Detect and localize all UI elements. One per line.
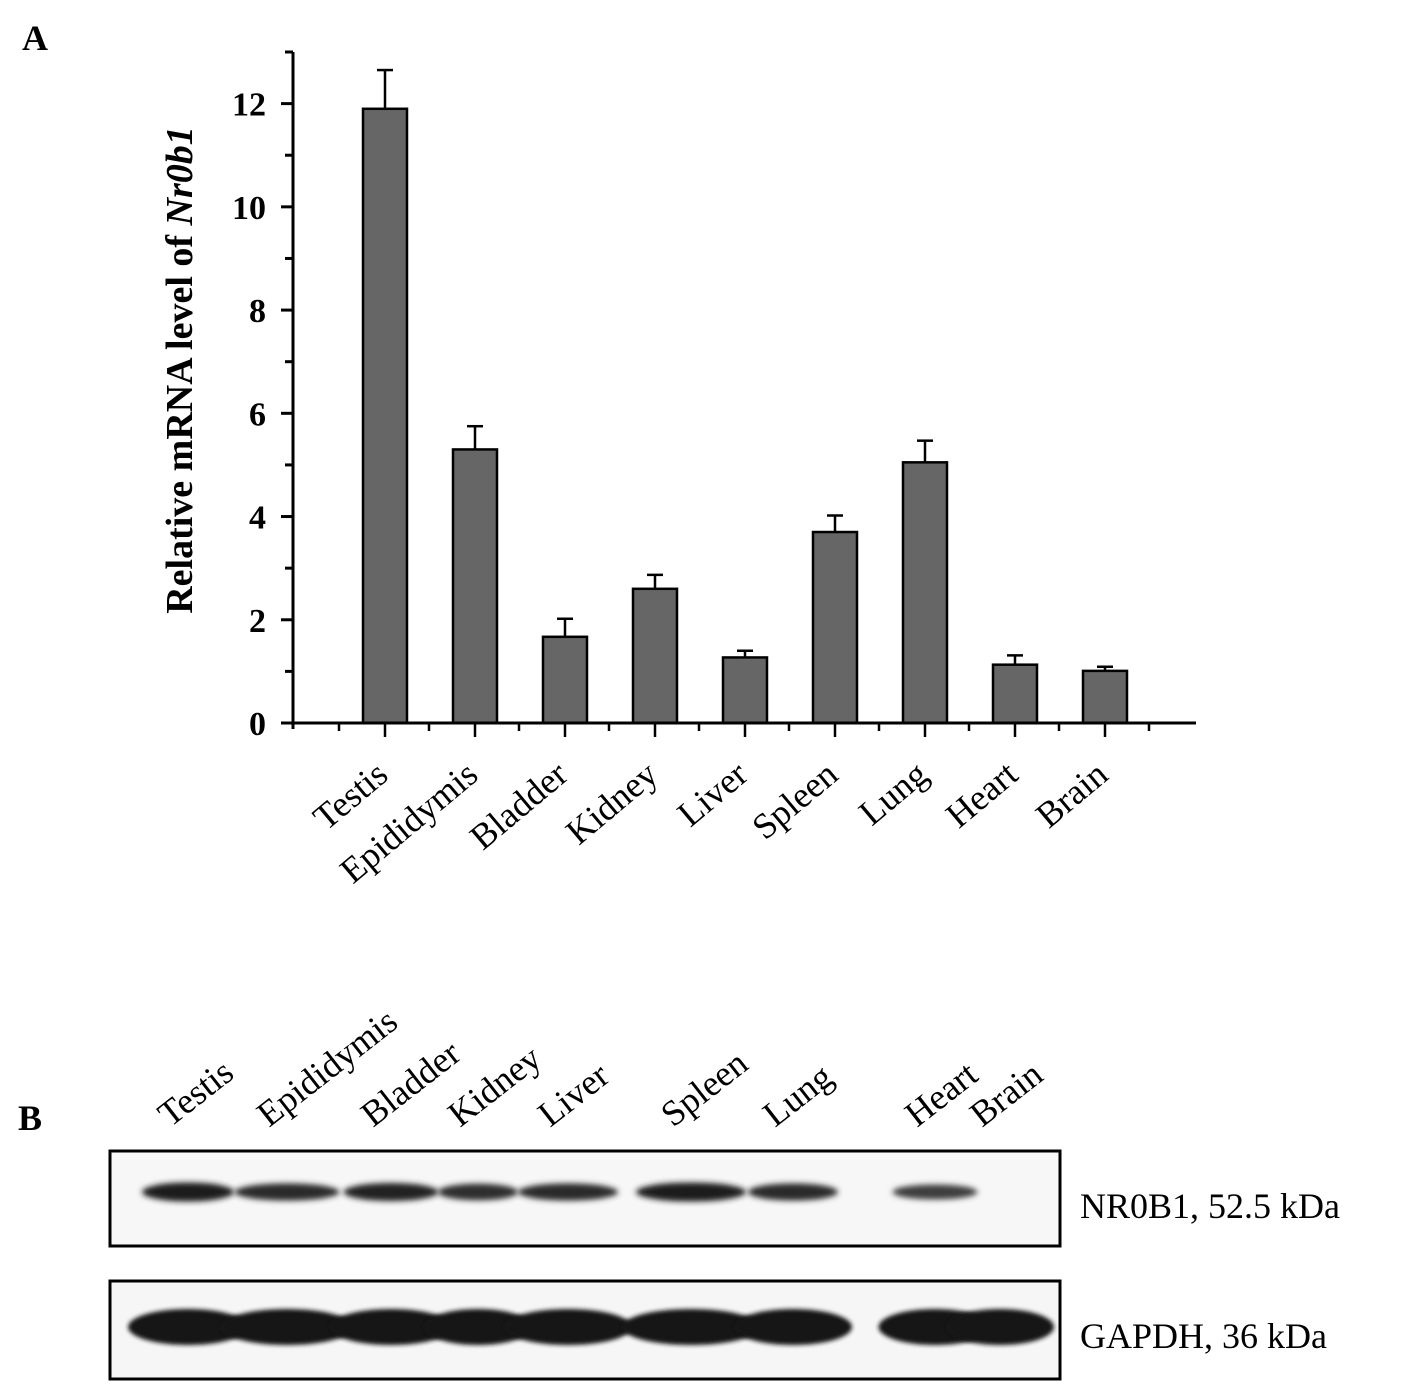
band-nr0b1-spleen bbox=[636, 1182, 746, 1202]
band-gapdh-bladder bbox=[329, 1309, 453, 1345]
y-tick-label-4: 4 bbox=[249, 500, 266, 537]
category-label-liver: Liver bbox=[670, 753, 755, 834]
y-tick-label-8: 8 bbox=[249, 293, 266, 330]
y-axis-title-gene: Nr0b1 bbox=[159, 126, 201, 226]
band-nr0b1-epididymis bbox=[234, 1183, 340, 1201]
bars bbox=[361, 107, 1129, 725]
band-gapdh-lung bbox=[734, 1309, 852, 1345]
band-nr0b1-testis bbox=[142, 1182, 234, 1202]
band-gapdh-brain bbox=[946, 1309, 1054, 1345]
blot-label-gapdh: GAPDH, 36 kDa bbox=[1080, 1316, 1327, 1356]
error-bars bbox=[377, 68, 1113, 671]
band-nr0b1-lung bbox=[748, 1183, 838, 1201]
band-gapdh-testis bbox=[128, 1309, 248, 1345]
category-label-spleen: Spleen bbox=[744, 753, 845, 847]
bands-gapdh bbox=[128, 1309, 1054, 1345]
y-axis-title-text: Relative mRNA level of bbox=[159, 225, 201, 613]
y-tick-label-0: 0 bbox=[249, 706, 266, 743]
band-gapdh-liver bbox=[504, 1309, 632, 1345]
y-axis-title: Relative mRNA level of Nr0b1 bbox=[159, 126, 201, 614]
bar-heart bbox=[991, 663, 1039, 725]
band-gapdh-epididymis bbox=[220, 1309, 354, 1345]
band-gapdh-spleen bbox=[622, 1309, 760, 1345]
lane-label-lung: Lung bbox=[755, 1056, 840, 1134]
bar-kidney bbox=[631, 587, 679, 725]
y-tick-label-6: 6 bbox=[249, 396, 266, 433]
band-nr0b1-heart bbox=[892, 1184, 978, 1200]
x-ticks bbox=[337, 723, 1151, 737]
category-label-brain: Brain bbox=[1028, 753, 1115, 835]
y-tick-label-10: 10 bbox=[232, 190, 266, 227]
bar-lung bbox=[901, 461, 949, 725]
bar-testis bbox=[361, 107, 409, 725]
panel-b-letter: B bbox=[18, 1098, 42, 1138]
category-label-heart: Heart bbox=[938, 753, 1025, 835]
bar-brain bbox=[1081, 669, 1129, 725]
bar-epididymis bbox=[451, 448, 499, 725]
band-nr0b1-bladder bbox=[343, 1182, 439, 1202]
lane-label-heart: Heart bbox=[897, 1054, 985, 1135]
category-label-lung: Lung bbox=[851, 753, 935, 832]
blot-label-nr0b1: NR0B1, 52.5 kDa bbox=[1080, 1186, 1340, 1226]
bar-chart: Relative mRNA level of Nr0b1 0 2 4 6 8 10 12 T… bbox=[159, 50, 1196, 891]
bands-nr0b1 bbox=[142, 1182, 978, 1202]
bar-bladder bbox=[541, 635, 589, 725]
panel-a-letter: A bbox=[22, 18, 48, 58]
y-ticks: 0 2 4 6 8 10 12 bbox=[232, 50, 293, 743]
bar-spleen bbox=[811, 530, 859, 725]
band-nr0b1-kidney bbox=[438, 1183, 518, 1201]
band-nr0b1-liver bbox=[518, 1183, 618, 1201]
category-label-bladder: Bladder bbox=[462, 753, 575, 857]
lane-label-spleen: Spleen bbox=[653, 1042, 755, 1134]
y-tick-label-12: 12 bbox=[232, 87, 266, 124]
band-gapdh-kidney bbox=[424, 1309, 532, 1345]
bar-liver bbox=[721, 656, 769, 725]
y-tick-label-2: 2 bbox=[249, 603, 266, 640]
lane-label-brain: Brain bbox=[962, 1054, 1050, 1135]
lane-label-testis: Testis bbox=[150, 1051, 240, 1134]
category-label-kidney: Kidney bbox=[558, 753, 665, 852]
